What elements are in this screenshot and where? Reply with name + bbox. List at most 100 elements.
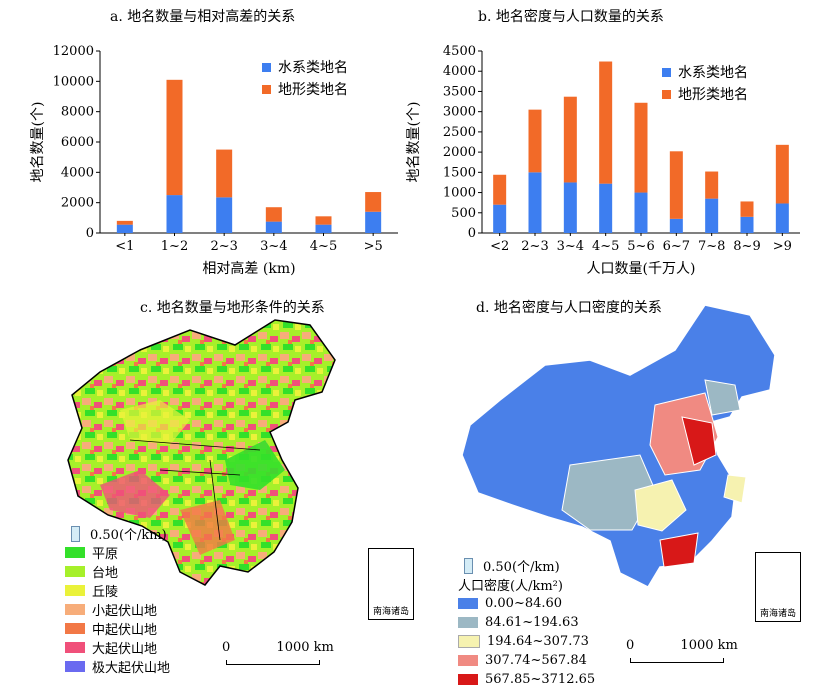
bar-segment <box>705 171 719 199</box>
x-tick-label: <2 <box>490 239 509 254</box>
legend-label: 地形类地名 <box>278 82 348 98</box>
x-tick-label: 6~7 <box>663 239 690 254</box>
map-d-population <box>461 305 776 588</box>
map-c-title: c. 地名数量与地形条件的关系 <box>140 300 325 316</box>
swatch-icon <box>65 566 85 577</box>
x-tick-label: 8~9 <box>733 239 760 254</box>
chart-a: 0 2000 4000 6000 8000 10000 12000 <1 1~2 2~3 3~4 4~… <box>30 44 398 277</box>
bar-segment <box>775 144 789 204</box>
x-tick-label: 4~5 <box>310 239 337 254</box>
bar-segment <box>365 211 382 233</box>
x-tick-label: 2~3 <box>210 239 237 254</box>
x-tick-label: <1 <box>115 239 134 254</box>
x-axis-label: 人口数量(千万人) <box>587 261 696 277</box>
map-d-inset: 南海诸岛 <box>755 552 801 622</box>
chart-b-title: b. 地名密度与人口数量的关系 <box>478 9 664 25</box>
bar-segment <box>705 198 719 233</box>
legend-swatch <box>662 90 671 99</box>
y-tick-label: 0 <box>86 226 94 241</box>
y-tick-label: 1500 <box>443 165 476 180</box>
bar-segment <box>528 172 542 233</box>
bar-segment <box>493 174 507 205</box>
legend-label: 地形类地名 <box>678 87 748 103</box>
map-c-terrain <box>67 319 336 586</box>
map-c-bar-legend: 0.50(个/km) <box>65 524 170 543</box>
bar-segment <box>634 192 648 233</box>
map-c-legend-item: 台地 <box>65 562 170 581</box>
swatch-icon <box>458 655 478 666</box>
chart-a-title: a. 地名数量与相对高差的关系 <box>110 9 296 25</box>
y-tick-label: 2000 <box>443 145 476 160</box>
y-tick-label: 500 <box>451 206 476 221</box>
y-tick-label: 2000 <box>61 196 94 211</box>
map-c-scalebar: 0 1000 km <box>222 640 334 665</box>
map-d-legend-item: 307.74~567.84 <box>458 651 595 670</box>
bar-segment <box>315 216 332 225</box>
map-d-legend-item: 84.61~194.63 <box>458 613 595 632</box>
swatch-icon <box>458 674 478 685</box>
map-c-legend-item: 小起伏山地 <box>65 600 170 619</box>
bar-segment <box>493 204 507 233</box>
y-tick-label: 6000 <box>61 135 94 150</box>
bar-segment <box>740 201 754 217</box>
y-tick-label: 10000 <box>53 74 94 89</box>
y-tick-label: 4500 <box>443 44 476 59</box>
y-tick-label: 4000 <box>443 64 476 79</box>
swatch-icon <box>65 547 85 558</box>
bar-segment <box>669 151 683 219</box>
x-tick-label: 2~3 <box>521 239 548 254</box>
swatch-icon <box>65 642 85 653</box>
legend-label: 水系类地名 <box>678 65 748 81</box>
y-tick-label: 3500 <box>443 84 476 99</box>
map-d-legend-item: 194.64~307.73 <box>458 632 595 651</box>
swatch-icon <box>458 598 478 609</box>
x-tick-label: 5~6 <box>627 239 654 254</box>
map-c-legend: 0.50(个/km) 平原 台地 丘陵 小起伏山地 中起伏山地 大起伏山地 极大… <box>65 524 170 676</box>
bar-segment <box>265 221 282 233</box>
bar-segment <box>116 220 133 225</box>
swatch-icon <box>458 635 480 648</box>
chart-b: 0 500 1000 1500 2000 2500 3000 3500 4000 4500 <2 2~… <box>406 44 800 277</box>
bar-segment <box>166 195 183 233</box>
bar-segment <box>775 203 789 233</box>
map-d-legend-item: 567.85~3712.65 <box>458 670 595 689</box>
map-d-legend-item: 0.00~84.60 <box>458 594 595 613</box>
map-c-inset: 南海诸岛 <box>368 548 414 620</box>
map-d-legend-title: 人口密度(人/km²) <box>458 579 563 594</box>
bar-segment <box>166 79 183 196</box>
bar-symbol-icon <box>464 557 473 574</box>
bar-segment <box>669 218 683 233</box>
map-c-legend-item: 极大起伏山地 <box>65 657 170 676</box>
bar-segment <box>315 224 332 233</box>
y-axis-label: 地名数量(个) <box>30 102 46 183</box>
swatch-icon <box>458 617 478 628</box>
bar-segment <box>599 183 613 233</box>
bar-segment <box>365 192 382 212</box>
map-c-legend-item: 平原 <box>65 543 170 562</box>
bar-segment <box>563 182 577 233</box>
china-outline-d <box>461 305 776 588</box>
bar-symbol-icon <box>71 525 80 542</box>
map-d-legend: 0.50(个/km) 人口密度(人/km²) 0.00~84.60 84.61~… <box>458 556 595 689</box>
y-tick-label: 4000 <box>61 165 94 180</box>
x-tick-label: >5 <box>364 239 383 254</box>
y-tick-label: 8000 <box>61 105 94 120</box>
bar-segment <box>216 149 233 198</box>
swatch-icon <box>65 585 85 596</box>
map-c-legend-item: 大起伏山地 <box>65 638 170 657</box>
y-axis-label: 地名数量(个) <box>406 102 422 183</box>
y-tick-label: 1000 <box>443 186 476 201</box>
bar-segment <box>563 96 577 183</box>
y-tick-label: 2500 <box>443 125 476 140</box>
legend-label: 水系类地名 <box>278 60 348 76</box>
swatch-icon <box>65 661 85 672</box>
bar-segment <box>216 197 233 233</box>
swatch-icon <box>65 604 85 615</box>
legend-swatch <box>262 63 271 72</box>
x-tick-label: 4~5 <box>592 239 619 254</box>
bar-segment <box>634 102 648 193</box>
x-tick-label: 3~4 <box>260 239 287 254</box>
swatch-icon <box>65 623 85 634</box>
legend-swatch <box>262 85 271 94</box>
y-tick-label: 0 <box>468 226 476 241</box>
